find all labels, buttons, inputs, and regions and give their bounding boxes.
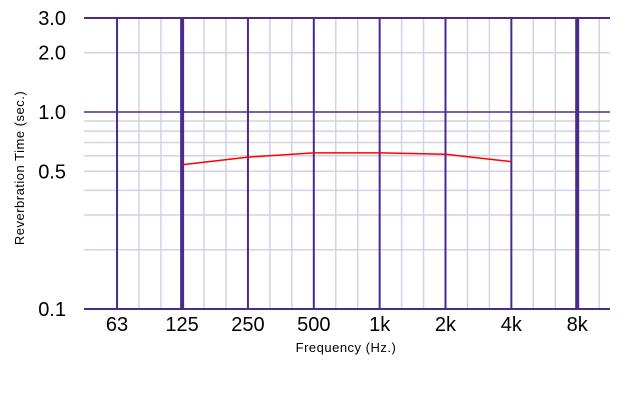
y-tick-label: 0.5 bbox=[38, 161, 66, 183]
x-tick-label: 4k bbox=[501, 314, 523, 336]
minor-grid bbox=[84, 18, 610, 309]
x-tick-label: 2k bbox=[435, 314, 457, 336]
x-axis-label: Frequency (Hz.) bbox=[296, 340, 397, 355]
x-tick-label: 63 bbox=[106, 314, 128, 336]
x-tick-labels: 63 125 250 500 1k 2k 4k 8k bbox=[106, 314, 589, 336]
x-tick-label: 1k bbox=[369, 314, 391, 336]
y-tick-label: 3.0 bbox=[38, 8, 66, 30]
x-tick-label: 125 bbox=[165, 314, 198, 336]
y-tick-labels: 3.0 2.0 1.0 0.5 0.1 bbox=[38, 8, 66, 321]
y-tick-label: 2.0 bbox=[38, 43, 66, 65]
series-line bbox=[182, 152, 512, 166]
x-tick-label: 250 bbox=[231, 314, 264, 336]
series-layer bbox=[182, 152, 512, 166]
y-tick-label: 1.0 bbox=[38, 102, 66, 124]
x-tick-label: 500 bbox=[297, 314, 330, 336]
y-tick-label: 0.1 bbox=[38, 299, 66, 321]
major-grid bbox=[84, 17, 610, 310]
y-axis-label: Reverbration Time (sec.) bbox=[12, 91, 27, 245]
x-tick-label: 8k bbox=[567, 314, 589, 336]
